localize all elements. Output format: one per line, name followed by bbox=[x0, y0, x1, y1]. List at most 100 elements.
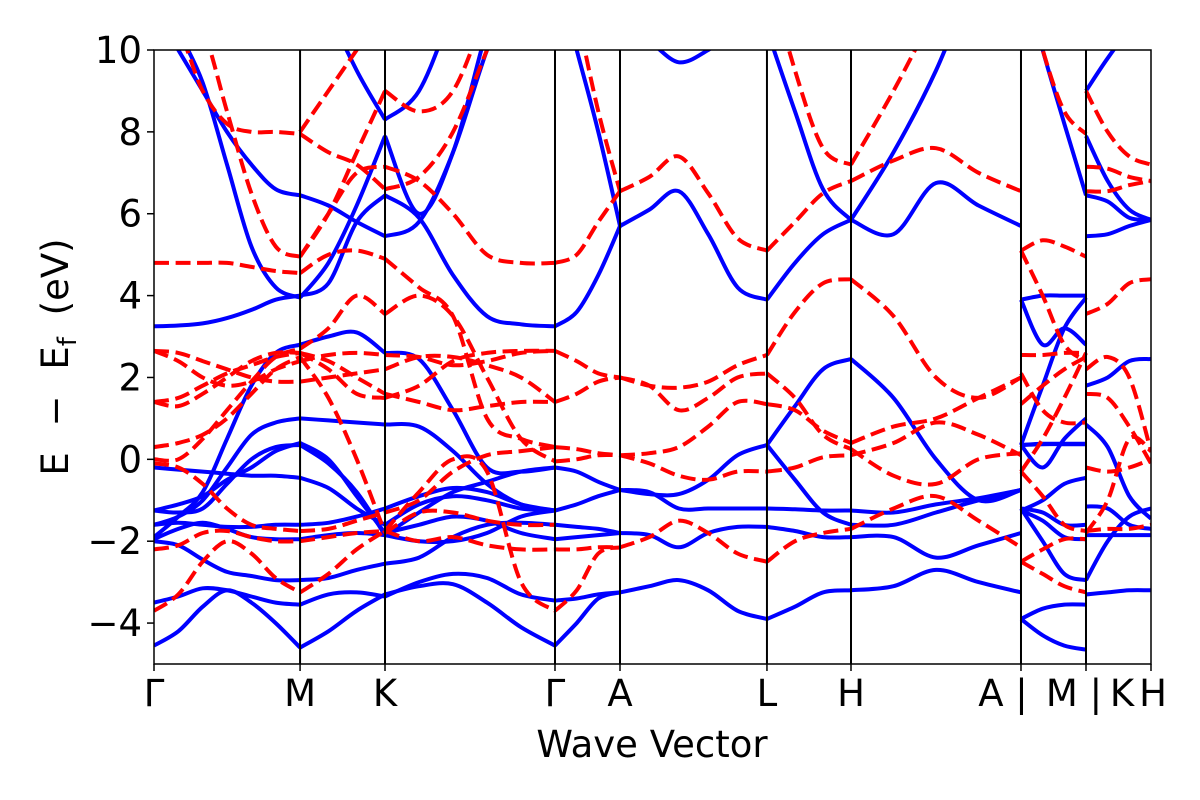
x-tick-label: Γ bbox=[144, 672, 165, 715]
x-tick-label: L bbox=[757, 672, 778, 715]
spin-down-band-L-M-5 bbox=[1020, 350, 1087, 358]
y-axis-title-unit: (eV) bbox=[34, 238, 77, 315]
plot-frame bbox=[153, 49, 1152, 665]
spin-down-band-K-gamma-2 bbox=[384, 445, 556, 515]
spin-up-band-M-K-1 bbox=[299, 590, 386, 607]
spin-down-band-K-H-7 bbox=[1085, 179, 1151, 194]
spin-up-band-A-L-1 bbox=[619, 524, 768, 550]
spin-up-band-gamma-A-6 bbox=[553, 225, 622, 329]
x-tick-label: H bbox=[1139, 672, 1167, 715]
spin-down-band-M-K-7 bbox=[299, 367, 386, 384]
spin-up-band-H-A-5 bbox=[850, 180, 1022, 238]
y-axis-title-ef: E bbox=[34, 346, 77, 369]
spin-down-band-K-gamma-8 bbox=[383, 293, 557, 464]
spin-down-band-L-M-7 bbox=[1020, 238, 1087, 259]
spin-down-band-gamma-A-0 bbox=[553, 545, 621, 613]
spin-down-band-K-H-2 bbox=[1084, 354, 1151, 452]
spin-down-band-L-M-8 bbox=[1019, 249, 1088, 363]
spin-up-band-L-H-3 bbox=[765, 443, 852, 527]
spin-up-band-H-A-1 bbox=[850, 531, 1022, 560]
spin-up-band-K-gamma-11 bbox=[384, 50, 490, 239]
spin-up-band-M-K-11 bbox=[299, 193, 386, 238]
spin-up-band-K-gamma-8 bbox=[384, 422, 556, 513]
spin-down-band-M-K-6 bbox=[299, 350, 386, 364]
spin-up-band-M-K-12 bbox=[298, 135, 387, 299]
spin-down-band-A-L-2 bbox=[619, 398, 768, 458]
spin-down-band-gamma-M-10 bbox=[208, 50, 301, 259]
spin-down-band-gamma-A-3 bbox=[554, 452, 621, 464]
high-symmetry-lines bbox=[299, 50, 1087, 664]
spin-down-band-M-K-12 bbox=[298, 90, 387, 258]
spin-down-band-L-H-4 bbox=[765, 277, 852, 357]
spin-up-band-L-M-12 bbox=[1040, 50, 1088, 196]
spin-down-band-gamma-M-8 bbox=[154, 346, 301, 463]
spin-up-band-M-K-10 bbox=[299, 193, 387, 298]
spin-down-band-H-A-1 bbox=[850, 420, 1022, 458]
spin-down-band-gamma-M-2 bbox=[154, 461, 301, 533]
spin-down-band-A-L-5 bbox=[619, 154, 768, 253]
spin-up-band-L-M-4 bbox=[1020, 506, 1087, 528]
x-tick-label: A bbox=[607, 672, 632, 715]
x-tick-label: K bbox=[1110, 672, 1136, 715]
spin-up-band-L-M-8 bbox=[1019, 416, 1088, 470]
spin-up-band-L-M-0 bbox=[1020, 602, 1087, 621]
spin-down-band-K-H-1 bbox=[1084, 434, 1151, 535]
spin-down-band-H-A-6 bbox=[849, 50, 918, 166]
spin-up-band-K-gamma-0 bbox=[384, 581, 556, 648]
spin-up-band-K-H-8 bbox=[1084, 135, 1151, 222]
spin-up-band-L-M-1 bbox=[1019, 617, 1087, 652]
x-tick-label: Γ bbox=[545, 672, 566, 715]
spin-down-band-L-H-2 bbox=[766, 402, 852, 445]
spin-down-band-K-H-4 bbox=[1085, 457, 1151, 474]
spin-down-band-gamma-A-1 bbox=[554, 545, 621, 552]
spin-down-band-K-H-8 bbox=[1084, 89, 1151, 167]
spin-up-band-K-gamma-7 bbox=[383, 494, 556, 527]
spin-down-band-L-M-4 bbox=[1019, 355, 1087, 406]
spin-down-band-L-M-1 bbox=[1020, 559, 1087, 595]
spin-up-band-A-L-3 bbox=[619, 443, 768, 498]
spin-up-band-K-H-9 bbox=[1084, 50, 1116, 93]
spin-down-band-K-H-0 bbox=[1085, 522, 1151, 533]
spin-down-band-L-M-2 bbox=[1019, 470, 1087, 533]
spin-down-band-A-L-1 bbox=[619, 453, 768, 482]
spin-up-band-gamma-M-6 bbox=[154, 443, 301, 515]
spin-down-band-gamma-A-4 bbox=[554, 375, 621, 404]
spin-down-band-K-gamma-7 bbox=[384, 353, 557, 404]
spin-up-band-L-H-4 bbox=[765, 357, 852, 447]
spin-up-band-K-H-7 bbox=[1085, 193, 1151, 222]
spin-down-band-A-L-3 bbox=[619, 371, 768, 413]
spin-up-band-K-H-6 bbox=[1085, 217, 1151, 239]
spin-down-band-L-H-5 bbox=[765, 179, 852, 252]
spin-down-band-M-K-3 bbox=[299, 350, 386, 396]
spin-down-band-L-H-1 bbox=[766, 453, 852, 474]
spin-up-band-gamma-M-10 bbox=[154, 293, 301, 329]
spin-down-band-M-K-2 bbox=[299, 510, 386, 533]
spin-up-band-K-gamma-2 bbox=[384, 520, 556, 566]
spin-down-band-gamma-A-5 bbox=[554, 349, 621, 380]
spin-up-band-gamma-M-11 bbox=[185, 50, 301, 300]
x-axis-title: Wave Vector bbox=[536, 723, 768, 766]
spin-up-band-gamma-A-5 bbox=[554, 465, 621, 492]
spin-up-band-gamma-A-2 bbox=[554, 522, 621, 535]
spin-down-band-L-M-0 bbox=[1019, 536, 1087, 564]
spin-up-band-L-M-5 bbox=[1019, 507, 1087, 583]
spin-down-band-L-H-0 bbox=[765, 526, 852, 564]
y-tick-label: 2 bbox=[118, 356, 142, 399]
y-tick-label: 10 bbox=[95, 29, 142, 72]
spin-up-band-L-H-5 bbox=[765, 218, 852, 301]
spin-up-band-K-gamma-13 bbox=[383, 50, 440, 122]
spin-down-band-L-H-6 bbox=[786, 50, 852, 167]
y-tick-label: 0 bbox=[118, 438, 142, 481]
spin-down-band-gamma-M-7 bbox=[154, 350, 301, 409]
spin-down-band-L-M-9 bbox=[1040, 50, 1088, 136]
spin-down-band-H-A-4 bbox=[849, 277, 1022, 400]
spin-down-band-gamma-M-4 bbox=[154, 350, 301, 404]
spin-up-band-A-L-5 bbox=[657, 50, 713, 65]
y-axis-title-minus: − bbox=[34, 395, 77, 426]
y-tick-label: −4 bbox=[87, 602, 142, 645]
spin-up-band-gamma-A-1 bbox=[554, 590, 621, 603]
spin-up-band-M-K-13 bbox=[344, 50, 387, 121]
spin-up-band-H-A-4 bbox=[849, 357, 1022, 504]
